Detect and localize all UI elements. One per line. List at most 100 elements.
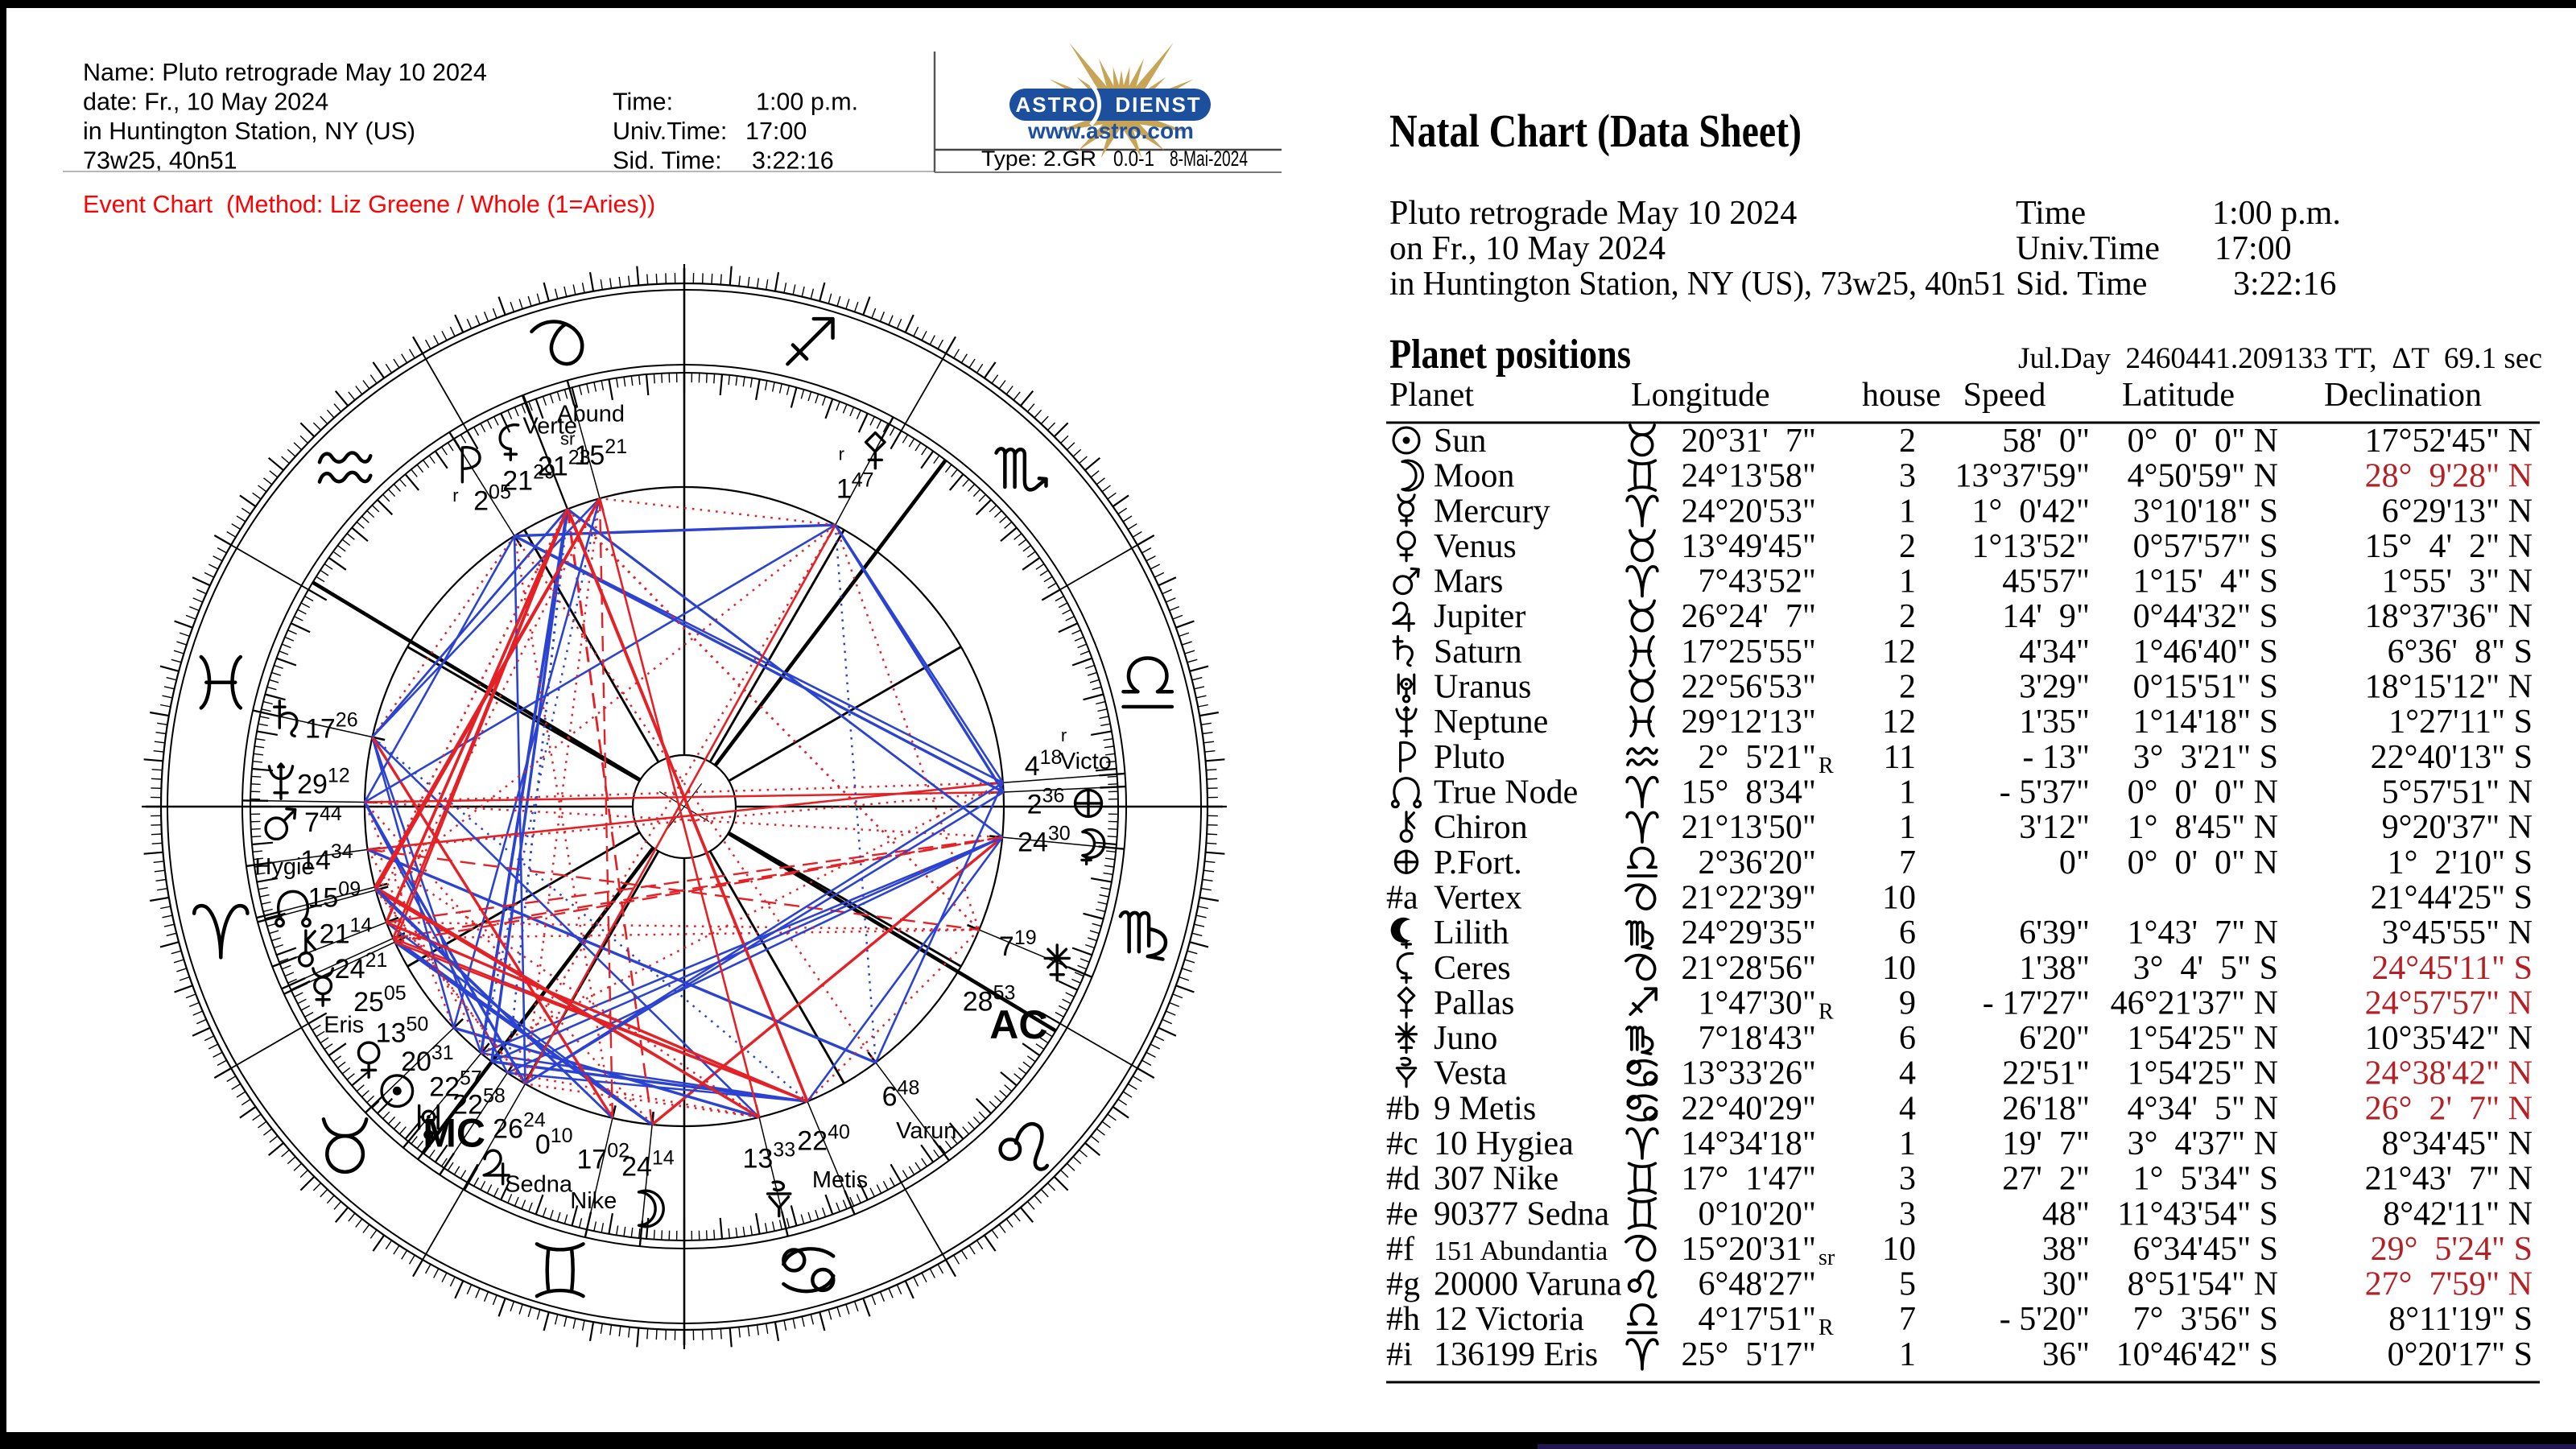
svg-text:1350: 1350 [376,1013,429,1049]
svg-text:sr: sr [1818,1245,1835,1270]
svg-text:26° 2' 7" N: 26° 2' 7" N [2365,1090,2533,1127]
svg-text:2: 2 [1899,598,1916,635]
svg-text:4°34' 5" N: 4°34' 5" N [2128,1090,2278,1127]
svg-text:1:00 p.m.: 1:00 p.m. [756,89,858,116]
svg-text:22'51": 22'51" [2002,1055,2090,1092]
svg-text:Chiron: Chiron [1434,809,1528,846]
svg-text:Hygie: Hygie [254,854,314,880]
svg-text:Time:: Time: [613,89,673,116]
svg-text:12: 12 [1882,704,1916,741]
svg-text:Mars: Mars [1434,564,1503,601]
svg-text:Neptune: Neptune [1434,704,1548,741]
svg-text:1: 1 [1899,493,1916,530]
svg-text:DIENST: DIENST [1115,93,1201,117]
svg-text:19' 7": 19' 7" [2002,1125,2090,1162]
svg-text:Verte: Verte [522,414,577,440]
svg-text:1°46'40" S: 1°46'40" S [2133,634,2278,671]
svg-text:r: r [839,444,844,464]
svg-text:21°22'39": 21°22'39" [1681,879,1816,916]
svg-text:ASTRO: ASTRO [1016,93,1097,117]
svg-text:30": 30" [2042,1266,2090,1303]
svg-text:Pluto: Pluto [1434,739,1505,776]
svg-text:21°44'25" S: 21°44'25" S [2371,879,2533,916]
svg-text:4'34": 4'34" [2019,634,2090,671]
svg-text:Univ.Time:: Univ.Time: [613,118,727,145]
svg-text:2° 5'21": 2° 5'21" [1698,739,1816,776]
svg-text:28° 9'28" N: 28° 9'28" N [2365,458,2533,495]
svg-text:648: 648 [882,1077,920,1113]
svg-text:5: 5 [1899,1266,1916,1303]
svg-text:Jul.Day 2460441.209133 TT, Δ: Jul.Day 2460441.209133 TT, ΔT 69.1 sec [2018,342,2542,375]
svg-text:1° 8'45" N: 1° 8'45" N [2128,809,2278,846]
svg-text:8°34'45" N: 8°34'45" N [2382,1125,2533,1162]
svg-text:24°13'58": 24°13'58" [1681,458,1816,495]
svg-text:1: 1 [1899,809,1916,846]
svg-text:26'18": 26'18" [2002,1090,2090,1127]
svg-text:Planet: Planet [1389,377,1474,414]
svg-text:0°10'20": 0°10'20" [1698,1195,1816,1232]
svg-text:24°38'42" N: 24°38'42" N [2365,1055,2533,1092]
svg-text:6°36' 8" S: 6°36' 8" S [2388,634,2533,671]
svg-text:9°20'37" N: 9°20'37" N [2382,809,2533,846]
svg-text:0.0-1: 0.0-1 [1113,147,1154,171]
svg-text:136199 Eris: 136199 Eris [1434,1336,1598,1373]
svg-text:13°33'26": 13°33'26" [1681,1055,1816,1092]
svg-text:0° 0' 0" N: 0° 0' 0" N [2128,774,2278,811]
svg-text:8°42'11" N: 8°42'11" N [2383,1195,2533,1232]
svg-text:11: 11 [1884,739,1916,776]
svg-text:6°29'13" N: 6°29'13" N [2382,493,2533,530]
svg-text:Mercury: Mercury [1434,493,1550,530]
svg-text:Eris: Eris [324,1013,364,1038]
svg-text:21°28'56": 21°28'56" [1681,950,1816,987]
svg-text:10: 10 [1882,879,1916,916]
svg-text:12 Victoria: 12 Victoria [1434,1301,1584,1338]
svg-text:7: 7 [1899,844,1916,881]
svg-text:#c: #c [1386,1125,1418,1162]
svg-text:17°25'55": 17°25'55" [1681,634,1816,671]
svg-text:#i: #i [1386,1336,1413,1373]
svg-text:24°57'57" N: 24°57'57" N [2365,985,2533,1022]
svg-text:21°13'50": 21°13'50" [1681,809,1816,846]
svg-text:7°18'43": 7°18'43" [1698,1020,1816,1057]
svg-text:7: 7 [1899,1301,1916,1338]
svg-text:Time: Time [2016,195,2086,232]
svg-text:14°34'18": 14°34'18" [1681,1125,1816,1162]
svg-text:Type: 2.GR: Type: 2.GR [981,147,1096,171]
svg-text:10°46'42" S: 10°46'42" S [2116,1336,2278,1373]
svg-text:17:00: 17:00 [745,118,807,145]
svg-text:9 Metis: 9 Metis [1434,1090,1536,1127]
svg-text:1°54'25" N: 1°54'25" N [2128,1055,2278,1092]
svg-text:Nike: Nike [570,1188,617,1214]
svg-text:1°43' 7" N: 1°43' 7" N [2128,914,2278,952]
svg-text:- 17'27": - 17'27" [1983,985,2090,1022]
svg-text:Pallas: Pallas [1434,985,1514,1022]
svg-text:Event Chart (Method: Liz Gree: Event Chart (Method: Liz Greene / Whole … [83,191,655,218]
svg-text:0°57'57" S: 0°57'57" S [2133,528,2278,565]
svg-text:8°51'54" N: 8°51'54" N [2128,1266,2278,1303]
svg-text:1'35": 1'35" [2019,704,2090,741]
svg-text:10: 10 [1882,1231,1916,1268]
svg-text:17:00: 17:00 [2215,230,2292,267]
svg-text:2: 2 [1899,528,1916,565]
svg-text:#g: #g [1386,1266,1420,1303]
svg-text:9: 9 [1899,985,1916,1022]
svg-text:Vertex: Vertex [1434,879,1522,916]
svg-text:4: 4 [1899,1055,1916,1092]
svg-text:10 Hygiea: 10 Hygiea [1434,1125,1574,1162]
svg-text:13°49'45": 13°49'45" [1681,528,1816,565]
svg-text:2: 2 [1899,423,1916,460]
svg-text:in Huntington Station, NY (US): in Huntington Station, NY (US), 73w25, 4… [1389,266,2006,303]
svg-text:3'12": 3'12" [2019,809,2090,846]
svg-text:2031: 2031 [401,1042,454,1077]
svg-text:1°54'25" N: 1°54'25" N [2128,1020,2278,1057]
svg-text:2421: 2421 [335,949,388,985]
svg-text:www.astro.com: www.astro.com [1027,118,1194,143]
svg-text:R: R [1818,1315,1834,1340]
svg-text:0° 0' 0" N: 0° 0' 0" N [2128,844,2278,881]
svg-text:15° 8'34": 15° 8'34" [1681,774,1816,811]
svg-text:0°44'32" S: 0°44'32" S [2133,598,2278,635]
svg-text:11°43'54" S: 11°43'54" S [2117,1195,2278,1232]
svg-text:26°24' 7": 26°24' 7" [1681,598,1816,635]
svg-text:48": 48" [2042,1195,2090,1232]
svg-text:0°15'51" S: 0°15'51" S [2133,669,2278,706]
